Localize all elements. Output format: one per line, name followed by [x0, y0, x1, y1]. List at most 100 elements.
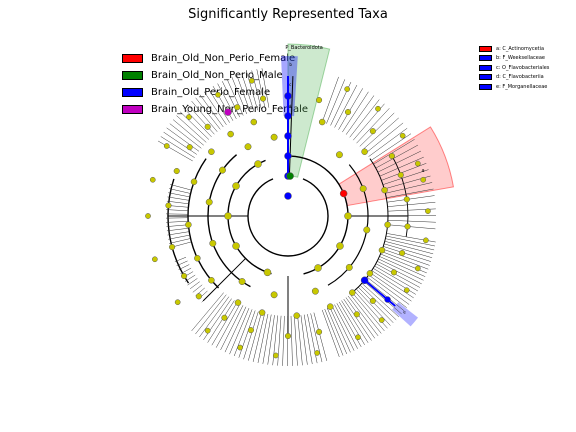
taxon-node: [254, 160, 262, 168]
taxon-node: [363, 226, 371, 234]
leaf-branch: [212, 85, 234, 121]
leaf-branch: [166, 200, 189, 205]
legend-swatch: [122, 88, 143, 97]
leaf-branch: [282, 315, 285, 366]
taxon-node: [369, 297, 376, 304]
taxon-node: [244, 143, 252, 151]
taxon-node: [248, 77, 255, 84]
clade-label: a: [422, 168, 425, 174]
leaf-branch: [356, 288, 391, 326]
leaf-branch: [321, 309, 340, 358]
leaf-branch: [297, 315, 303, 366]
legend-label: Brain_Old_Non_Perio_Female: [151, 53, 296, 64]
taxa-key-label: b: F_Weeksellaceae: [496, 55, 546, 62]
leaf-branch: [341, 300, 369, 343]
leaf-branch: [163, 131, 197, 155]
taxon-node: [423, 237, 429, 244]
clade-highlight-e: [392, 302, 419, 327]
leaf-branch: [231, 76, 248, 115]
taxon-node: [353, 311, 360, 318]
leaf-branch: [168, 192, 190, 198]
taxon-node: [344, 109, 352, 116]
taxon-node: [378, 317, 385, 323]
taxon-node: [250, 118, 258, 126]
leaf-branch: [338, 301, 365, 346]
significant-node-d: [284, 192, 292, 200]
leaf-branch: [324, 308, 344, 356]
taxon-node: [359, 185, 367, 193]
leaf-branch: [338, 88, 363, 130]
taxa-key-label: d: C_Flavobacteriia: [496, 74, 544, 81]
leaf-branch: [359, 112, 395, 147]
taxon-node: [316, 97, 323, 104]
leaf-branch: [222, 81, 241, 118]
leaf-branch: [251, 70, 262, 110]
taxon-node: [224, 212, 232, 220]
leaf-branch: [371, 270, 414, 299]
leaf-branch: [385, 235, 436, 247]
leaf-branch: [187, 278, 198, 286]
leaf-branch: [378, 258, 424, 281]
legend-swatch: [122, 105, 143, 114]
taxon-node: [403, 287, 410, 294]
leaf-branch: [300, 315, 308, 365]
taxon-node: [238, 278, 246, 285]
hierarchy-arc: [247, 178, 329, 257]
taxon-node: [174, 299, 181, 306]
taxon-node: [163, 143, 170, 149]
taxon-node: [316, 328, 323, 335]
leaf-branch: [334, 304, 358, 349]
taxa-key-item: d: C_Flavobacteriia: [479, 73, 549, 83]
taxon-node: [284, 332, 292, 340]
taxa-key-swatch: [479, 83, 492, 90]
leaf-branch: [331, 305, 355, 351]
taxon-node: [314, 350, 320, 356]
leaf-branch: [362, 117, 399, 150]
leaf-branch: [168, 234, 190, 240]
leaf-branch: [189, 281, 200, 290]
taxa-key-label: c: O_Flavobacteriales: [496, 64, 550, 71]
leaf-branch: [343, 298, 372, 341]
taxon-node: [208, 277, 215, 284]
leaf-branch: [166, 224, 189, 227]
taxon-node: [378, 246, 386, 254]
taxon-node: [169, 244, 176, 251]
taxon-node: [366, 270, 374, 277]
taxon-node: [260, 95, 267, 102]
leaf-branch: [326, 307, 348, 355]
leaf-branch: [370, 133, 412, 161]
taxa-key-swatch: [479, 55, 492, 62]
taxon-node: [355, 334, 361, 341]
leaf-branch: [195, 97, 221, 130]
leaf-branch: [347, 295, 379, 337]
taxon-node: [404, 223, 411, 230]
leaf-branch: [387, 195, 435, 203]
taxon-node: [388, 152, 395, 160]
taxon-node: [270, 291, 278, 299]
leaf-branch: [207, 300, 235, 343]
leaf-branch: [233, 309, 253, 357]
taxon-node: [318, 118, 326, 126]
significant-node-young: [224, 108, 232, 116]
taxon-node: [215, 91, 221, 98]
legend-swatch: [122, 71, 143, 80]
taxon-node: [186, 144, 193, 151]
leaf-branch: [381, 251, 429, 270]
clade-label: b: [289, 62, 292, 67]
leaf-branch: [187, 104, 215, 135]
taxon-node: [335, 151, 343, 159]
leaf-branch: [350, 294, 382, 334]
taxa-key-label: e: F_Morganellaceae: [496, 83, 548, 90]
leaf-branch: [382, 248, 430, 266]
leaf-branch: [248, 312, 262, 361]
taxon-node: [185, 221, 192, 228]
leaf-branch: [169, 123, 202, 149]
leaf-branch: [277, 315, 282, 366]
leaf-branch: [373, 139, 415, 165]
taxon-node: [361, 148, 368, 155]
leaf-branch: [192, 284, 203, 293]
taxon-node: [181, 272, 188, 280]
leaf-branch: [261, 68, 270, 108]
taxon-node: [195, 293, 202, 300]
leaf-branch: [329, 306, 351, 353]
